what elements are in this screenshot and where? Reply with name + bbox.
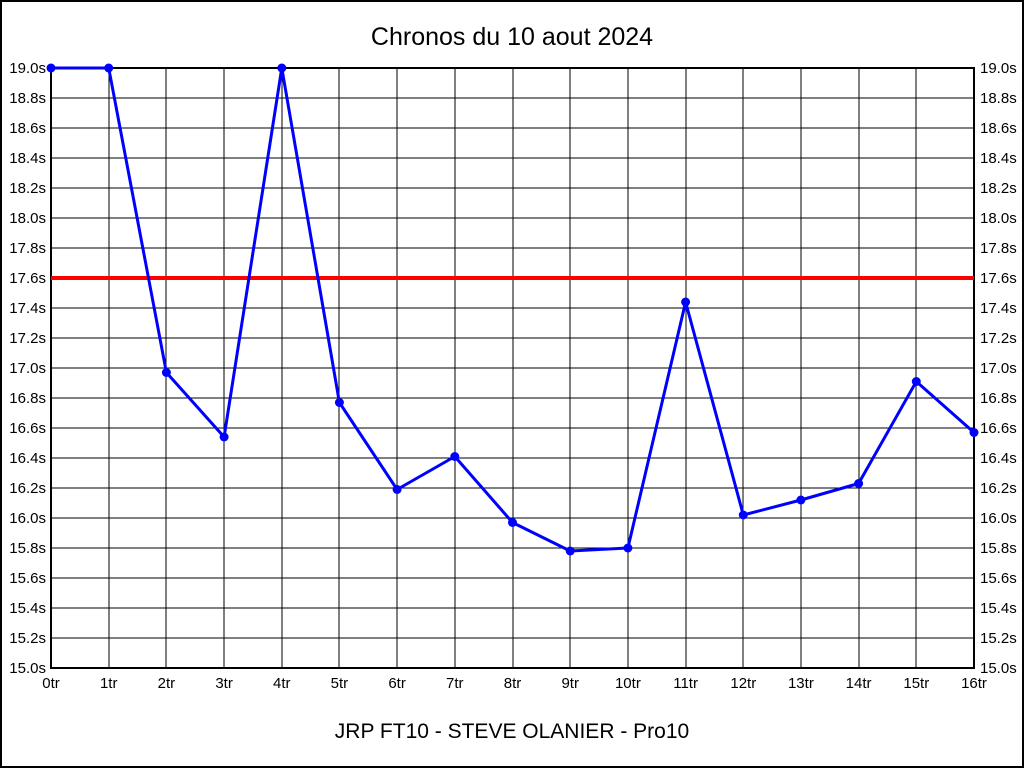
x-tick-label: 15tr	[903, 675, 929, 692]
y-tick-label-right: 15.0s	[980, 660, 1017, 677]
y-tick-label-left: 17.2s	[9, 330, 46, 347]
x-tick-label: 14tr	[846, 675, 872, 692]
y-tick-label-right: 17.6s	[980, 270, 1017, 287]
x-tick-label: 16tr	[961, 675, 987, 692]
x-tick-label: 7tr	[446, 675, 464, 692]
data-point	[969, 428, 979, 437]
y-tick-label-right: 19.0s	[980, 60, 1017, 77]
y-tick-label-left: 16.0s	[9, 510, 46, 527]
x-tick-label: 3tr	[215, 675, 233, 692]
x-tick-label: 1tr	[100, 675, 118, 692]
y-tick-label-left: 16.8s	[9, 390, 46, 407]
data-point	[392, 485, 402, 494]
data-point	[219, 432, 229, 442]
y-tick-label-left: 15.0s	[9, 660, 46, 677]
data-point	[450, 452, 460, 461]
data-point	[334, 398, 344, 407]
y-tick-label-right: 16.0s	[980, 510, 1017, 527]
data-point	[681, 297, 691, 307]
plot-frame	[50, 67, 975, 669]
chart-title: Chronos du 10 aout 2024	[370, 23, 654, 51]
y-tick-label-right: 16.4s	[980, 450, 1017, 467]
data-point	[854, 479, 864, 488]
y-tick-label-right: 18.0s	[980, 210, 1017, 227]
y-tick-label-right: 15.4s	[980, 600, 1017, 617]
x-tick-label: 0tr	[42, 675, 60, 692]
x-tick-label: 4tr	[273, 675, 291, 692]
y-tick-label-right: 15.6s	[980, 570, 1017, 587]
data-point	[796, 495, 806, 505]
y-tick-label-left: 15.8s	[9, 540, 46, 557]
y-tick-label-left: 19.0s	[9, 60, 46, 77]
data-point	[623, 543, 633, 553]
data-point	[911, 377, 921, 386]
y-tick-label-right: 16.2s	[980, 480, 1017, 497]
y-tick-label-left: 18.4s	[9, 150, 46, 167]
x-tick-label: 2tr	[158, 675, 176, 692]
y-tick-label-right: 18.8s	[980, 90, 1017, 107]
y-tick-label-left: 17.6s	[9, 270, 46, 287]
chart-caption: JRP FT10 - STEVE OLANIER - Pro10	[334, 720, 690, 743]
y-tick-label-left: 16.6s	[9, 420, 46, 437]
y-tick-label-left: 15.6s	[9, 570, 46, 587]
x-tick-label: 9tr	[561, 675, 579, 692]
data-point	[565, 546, 575, 556]
y-tick-label-left: 16.2s	[9, 480, 46, 497]
y-tick-label-right: 17.4s	[980, 300, 1017, 317]
y-tick-label-right: 15.8s	[980, 540, 1017, 557]
y-tick-label-right: 18.6s	[980, 120, 1017, 137]
y-tick-label-left: 17.0s	[9, 360, 46, 377]
y-tick-label-right: 17.8s	[980, 240, 1017, 257]
data-point	[277, 63, 287, 73]
data-point	[508, 518, 517, 527]
data-point	[46, 63, 56, 73]
data-point	[738, 510, 748, 520]
y-tick-label-right: 18.4s	[980, 150, 1017, 167]
y-tick-label-left: 18.8s	[9, 90, 46, 107]
x-tick-label: 5tr	[331, 675, 349, 692]
y-tick-label-left: 17.8s	[9, 240, 46, 257]
y-tick-label-right: 18.2s	[980, 180, 1017, 197]
y-tick-label-right: 16.6s	[980, 420, 1017, 437]
x-tick-label: 11tr	[673, 675, 698, 692]
y-tick-label-right: 17.0s	[980, 360, 1017, 377]
x-tick-label: 8tr	[504, 675, 522, 692]
y-tick-label-left: 15.2s	[9, 630, 46, 647]
y-tick-label-left: 18.2s	[9, 180, 46, 197]
y-tick-label-right: 15.2s	[980, 630, 1017, 647]
y-tick-label-left: 18.6s	[9, 120, 46, 137]
x-tick-label: 12tr	[730, 675, 756, 692]
y-tick-label-left: 16.4s	[9, 450, 46, 467]
data-point	[104, 63, 114, 73]
x-tick-label: 13tr	[788, 675, 814, 692]
y-tick-label-left: 15.4s	[9, 600, 46, 617]
y-tick-label-right: 16.8s	[980, 390, 1017, 407]
y-tick-label-left: 18.0s	[9, 210, 46, 227]
y-tick-label-left: 17.4s	[9, 300, 46, 317]
x-tick-label: 10tr	[615, 675, 641, 692]
y-tick-label-right: 17.2s	[980, 330, 1017, 347]
x-tick-label: 6tr	[388, 675, 406, 692]
data-point	[161, 368, 171, 377]
